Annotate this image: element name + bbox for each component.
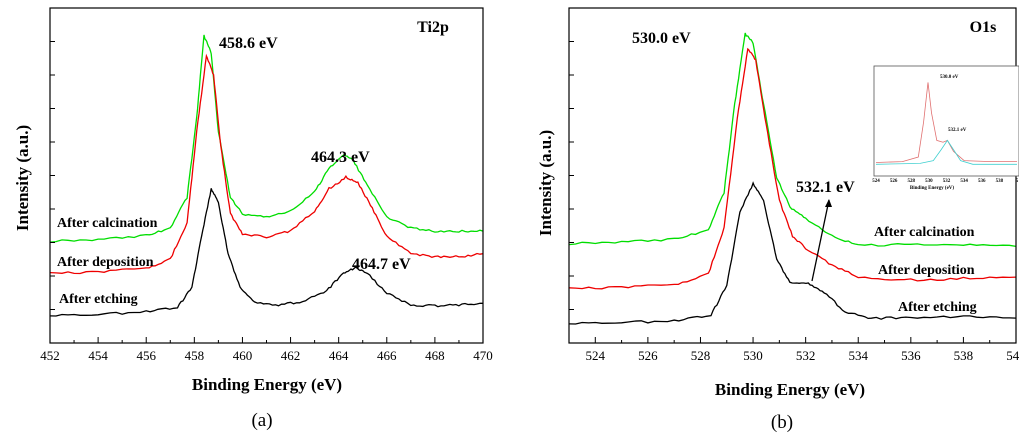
panel-b-series-label-deposition: After deposition: [878, 263, 975, 278]
panel-b-peak-arrowhead: [825, 199, 832, 207]
panel-b-series-label-etching: After etching: [898, 300, 977, 315]
panel-a-x-tick-label: 460: [233, 348, 253, 363]
panel-b-peak-arrow: [811, 199, 830, 282]
panel-a-peak-label-3: 464.7 eV: [352, 256, 411, 273]
panel-a-x-tick-label: 456: [136, 348, 156, 363]
inset-x-tick-label: 536: [978, 179, 986, 184]
panel-b-x-tick-label: 526: [638, 348, 658, 363]
panel-a-x-tick-label: 468: [425, 348, 445, 363]
inset-x-tick-label: 530: [925, 179, 933, 184]
inset-x-tick-label: 524: [872, 179, 880, 184]
panel-a-plot-area: [49, 34, 484, 317]
inset-series-line-1: [875, 82, 1017, 163]
panel-b-label: (b): [771, 412, 793, 433]
panel-a-corner-label: Ti2p: [417, 19, 449, 36]
panel-a-series-line-3: [49, 188, 483, 317]
panel-a-series-label-etching: After etching: [59, 292, 138, 307]
panel-b-x-tick-label: 532: [796, 348, 816, 363]
panel-a-x-axis-title: Binding Energy (eV): [192, 375, 342, 394]
inset-plot-area: [875, 82, 1017, 165]
panel-b: 524 526 528 530 532 534 536 538 540 O1s 530.0 eV…: [536, 7, 1019, 433]
panel-b-x-tick-label: 538: [954, 348, 974, 363]
panel-a-x-tick-label: 458: [185, 348, 205, 363]
panel-a-x-tick-label: 466: [377, 348, 397, 363]
panel-b-x-tick-label: 536: [901, 348, 921, 363]
panel-b-series-line-2: [568, 47, 1017, 290]
inset-x-axis-title: Binding Energy (eV): [910, 186, 955, 191]
panel-a-series-line-1: [49, 34, 484, 243]
panel-b-corner-label: O1s: [970, 19, 997, 36]
panel-b-peak-label-1: 530.0 eV: [632, 30, 691, 47]
panel-b-x-tick-label: 530: [743, 348, 763, 363]
panel-a-x-tick-label: 452: [40, 348, 60, 363]
panel-a: 452 454 456 458 460 462 464 466 468 470 Ti2p 458.…: [13, 7, 493, 431]
panel-b-plot-area: [568, 32, 1017, 325]
panel-a-series-label-calcination: After calcination: [57, 216, 158, 231]
inset-x-tick-label: 538: [996, 179, 1004, 184]
panel-b-y-ticks: [569, 41, 574, 310]
panel-b-peak-label-2: 532.1 eV: [796, 179, 855, 196]
panel-a-y-ticks: [50, 41, 55, 310]
panel-b-x-tick-label: 534: [848, 348, 868, 363]
inset-peak-label-2: 532.1 eV: [948, 128, 967, 133]
inset-x-tick-label: 532: [943, 179, 951, 184]
panel-b-series-line-3: [568, 181, 1017, 325]
inset-background: [873, 65, 1019, 177]
panel-a-y-axis-title: Intensity (a.u.): [13, 125, 32, 231]
panel-a-x-tick-label: 464: [329, 348, 349, 363]
panel-a-x-ticks: 452 454 456 458 460 462 464 466 468 470: [40, 337, 493, 363]
panel-b-inset: 524 526 528 530 532 534 536 538 5 530.0 eV 532.1…: [872, 65, 1019, 191]
panel-a-x-tick-label: 470: [473, 348, 493, 363]
panel-a-x-tick-label: 454: [88, 348, 108, 363]
panel-b-x-axis-title: Binding Energy (eV): [715, 380, 865, 399]
inset-x-tick-label: 5: [1016, 179, 1019, 184]
panel-a-x-tick-label: 462: [281, 348, 301, 363]
panel-a-series-label-deposition: After deposition: [57, 255, 154, 270]
panel-a-label: (a): [251, 410, 272, 431]
inset-x-tick-label: 534: [960, 179, 968, 184]
panel-b-x-tick-label: 528: [691, 348, 711, 363]
panel-b-y-axis-title: Intensity (a.u.): [536, 130, 555, 236]
panel-b-series-label-calcination: After calcination: [874, 225, 975, 240]
inset-x-ticks: 524 526 528 530 532 534 536 538 5: [872, 179, 1019, 184]
panel-a-peak-label-2: 464.3 eV: [311, 149, 370, 166]
panel-b-x-ticks: 524 526 528 530 532 534 536 538 540: [586, 337, 1019, 363]
inset-series-line-2: [875, 139, 1017, 165]
panel-b-x-tick-label: 524: [586, 348, 606, 363]
inset-peak-label-1: 530.0 eV: [940, 75, 959, 80]
inset-x-tick-label: 528: [908, 179, 916, 184]
panel-a-series-line-2: [49, 53, 484, 275]
panel-b-series-line-1: [568, 32, 1017, 248]
inset-x-tick-label: 526: [890, 179, 898, 184]
panel-b-x-tick-label: 540: [1006, 348, 1019, 363]
panel-a-peak-label-1: 458.6 eV: [219, 35, 278, 52]
